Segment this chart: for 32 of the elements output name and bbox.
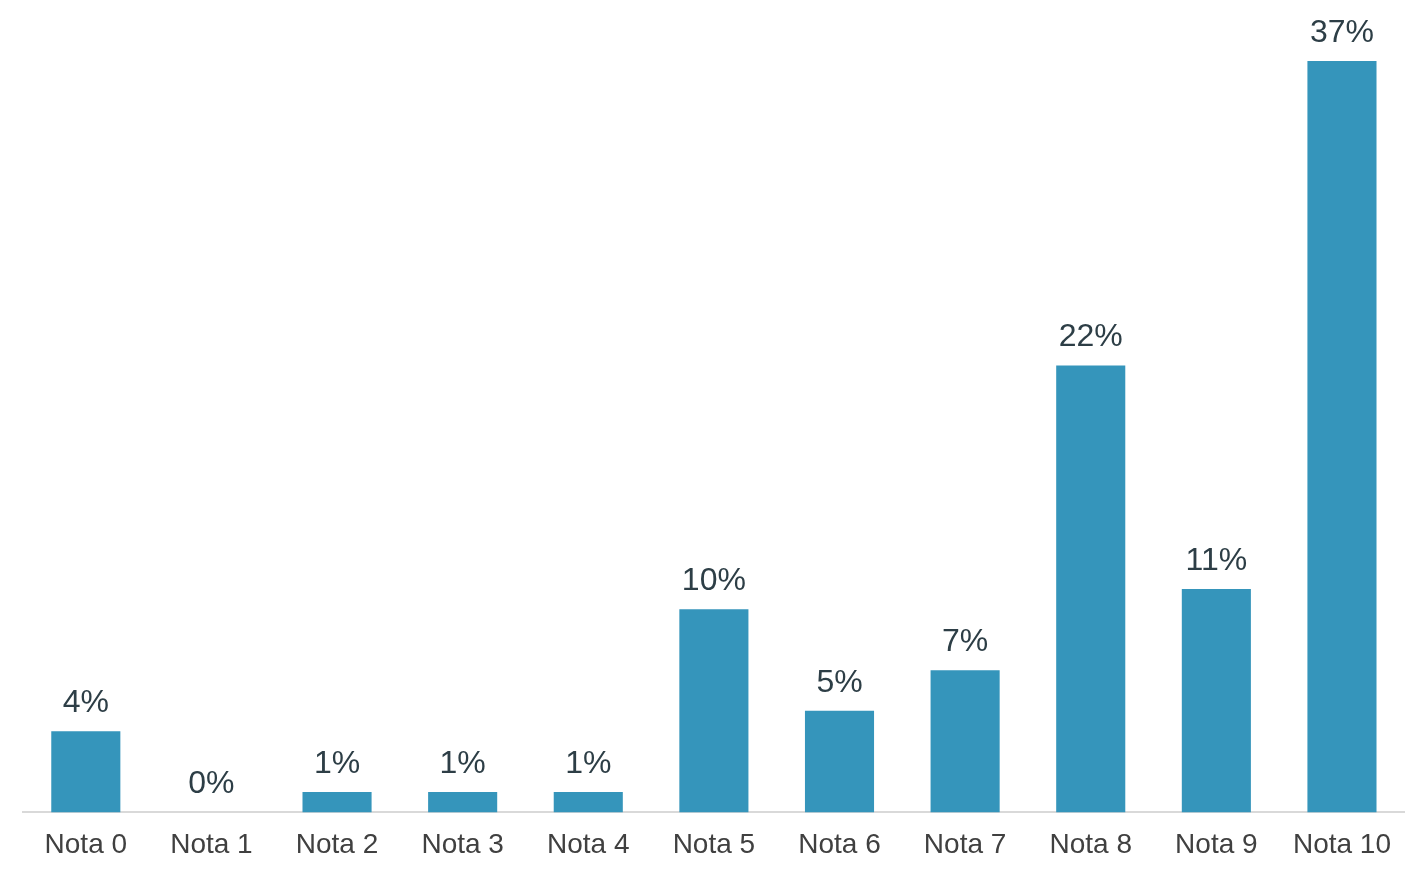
bar <box>679 609 749 813</box>
data-label: 1% <box>565 743 612 780</box>
x-tick-label: Nota 5 <box>672 827 756 859</box>
bar <box>428 792 498 813</box>
bar <box>553 792 623 813</box>
x-tick-label: Nota 10 <box>1292 827 1391 859</box>
data-label: 1% <box>439 743 486 780</box>
bar <box>1056 365 1126 813</box>
bar <box>804 710 875 813</box>
data-label: 22% <box>1058 317 1123 354</box>
x-tick-label: Nota 6 <box>798 827 881 859</box>
x-tick-label: Nota 7 <box>923 827 1007 859</box>
data-label: 7% <box>941 622 989 659</box>
x-tick-label: Nota 4 <box>547 827 630 859</box>
data-label: 0% <box>188 764 235 801</box>
x-tick-label: Nota 3 <box>421 827 504 859</box>
x-tick-label: Nota 9 <box>1175 827 1258 859</box>
data-label: 4% <box>62 682 109 719</box>
data-label: 37% <box>1309 12 1374 49</box>
bar <box>302 792 372 813</box>
bar <box>930 670 1000 813</box>
x-tick-label: Nota 8 <box>1049 827 1132 859</box>
bar <box>1181 588 1251 813</box>
data-label: 5% <box>816 662 863 699</box>
x-tick-label: Nota 0 <box>44 827 128 859</box>
data-label: 10% <box>681 561 746 598</box>
bar <box>1307 60 1377 813</box>
x-tick-label: Nota 2 <box>295 827 379 859</box>
x-tick-label: Nota 1 <box>170 827 253 859</box>
data-label: 1% <box>313 743 361 780</box>
data-label: 11% <box>1185 540 1248 577</box>
bar <box>51 731 121 813</box>
